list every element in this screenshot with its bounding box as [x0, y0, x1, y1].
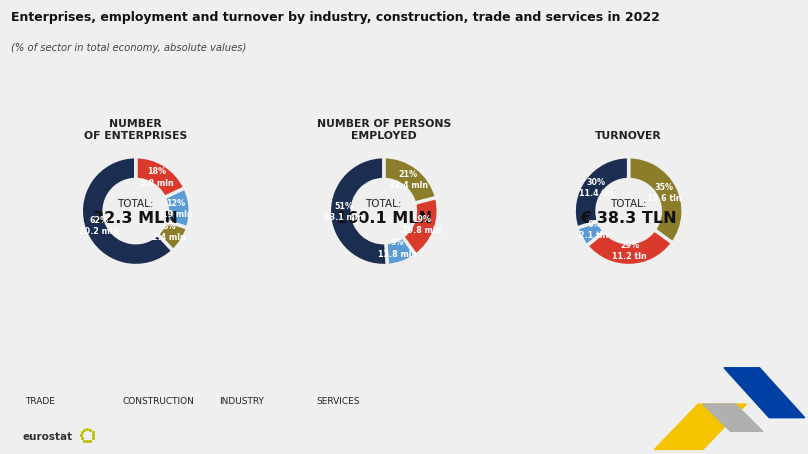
- Text: 12%
3.9 mln: 12% 3.9 mln: [158, 198, 192, 219]
- Wedge shape: [82, 157, 173, 266]
- Text: TOTAL:: TOTAL:: [365, 199, 402, 209]
- Text: 18%
5.8 mln: 18% 5.8 mln: [140, 168, 174, 188]
- Text: 160.1 MLN: 160.1 MLN: [336, 211, 431, 226]
- Text: 8%
2.4 mln: 8% 2.4 mln: [153, 222, 186, 242]
- Polygon shape: [703, 404, 763, 431]
- Text: 35%
13.6 tln: 35% 13.6 tln: [646, 183, 681, 203]
- Wedge shape: [587, 230, 673, 266]
- Text: 30%
11.4 tln: 30% 11.4 tln: [579, 178, 614, 198]
- Text: Enterprises, employment and turnover by industry, construction, trade and servic: Enterprises, employment and turnover by …: [11, 11, 659, 25]
- Text: INDUSTRY: INDUSTRY: [219, 397, 264, 406]
- Wedge shape: [574, 157, 629, 228]
- Text: 29%
11.2 tln: 29% 11.2 tln: [612, 241, 647, 261]
- Wedge shape: [577, 221, 604, 246]
- Text: SERVICES: SERVICES: [316, 397, 360, 406]
- Text: 21%
33.4 mln: 21% 33.4 mln: [389, 170, 427, 190]
- Polygon shape: [724, 368, 805, 418]
- Text: 19%
29.8 mln: 19% 29.8 mln: [402, 215, 441, 235]
- Text: TOTAL:: TOTAL:: [117, 199, 154, 209]
- Wedge shape: [384, 157, 436, 203]
- Text: eurostat: eurostat: [23, 432, 73, 442]
- Text: TURNOVER: TURNOVER: [595, 131, 662, 141]
- Text: 6%
2.1 tln: 6% 2.1 tln: [579, 220, 608, 240]
- Text: 9%
13.8 mln: 9% 13.8 mln: [377, 238, 417, 259]
- Text: (% of sector in total economy, absolute values): (% of sector in total economy, absolute …: [11, 43, 246, 53]
- Wedge shape: [402, 197, 438, 255]
- Wedge shape: [330, 157, 387, 266]
- Text: TOTAL:: TOTAL:: [610, 199, 647, 209]
- Text: CONSTRUCTION: CONSTRUCTION: [122, 397, 194, 406]
- Polygon shape: [654, 404, 747, 449]
- Wedge shape: [629, 157, 683, 243]
- Text: € 38.3 TLN: € 38.3 TLN: [580, 211, 677, 226]
- Wedge shape: [158, 221, 187, 251]
- Text: 32.3 MLN: 32.3 MLN: [93, 211, 179, 226]
- Text: NUMBER OF PERSONS
EMPLOYED: NUMBER OF PERSONS EMPLOYED: [317, 119, 451, 141]
- Wedge shape: [164, 188, 190, 228]
- Text: NUMBER
OF ENTERPRISES: NUMBER OF ENTERPRISES: [84, 119, 187, 141]
- Wedge shape: [385, 237, 416, 266]
- Wedge shape: [136, 157, 185, 197]
- Text: 62%
20.2 mln: 62% 20.2 mln: [79, 216, 119, 236]
- Text: TRADE: TRADE: [25, 397, 55, 406]
- Text: 51%
83.1 mln: 51% 83.1 mln: [325, 202, 364, 222]
